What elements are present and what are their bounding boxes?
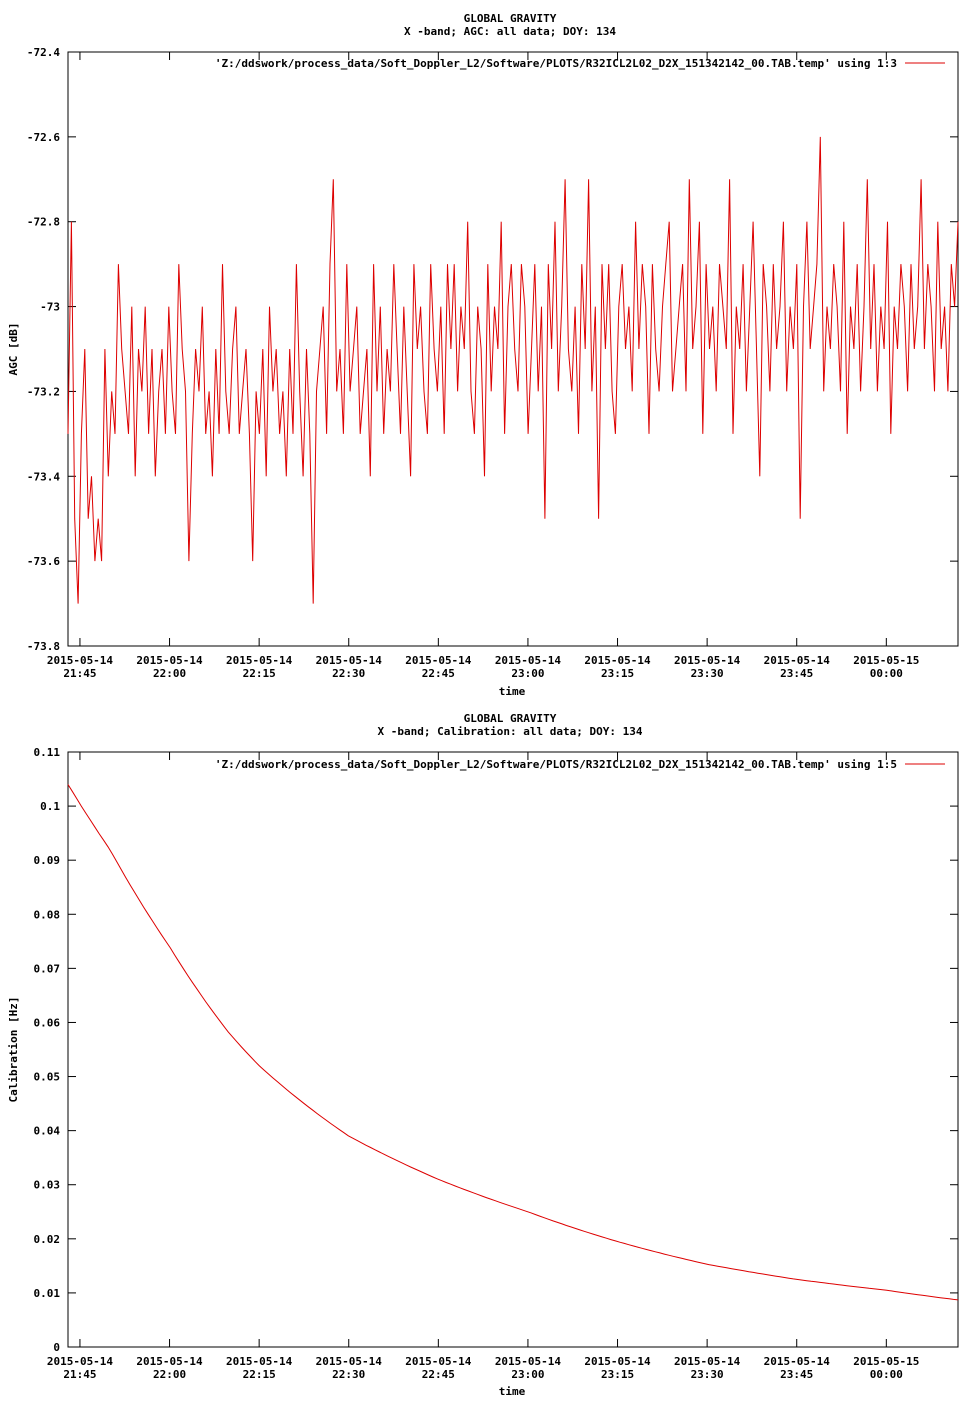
chart2-legend-label: 'Z:/ddswork/process_data/Soft_Doppler_L2… [215,758,897,771]
chart2-x-tick-date: 2015-05-14 [316,1355,383,1368]
chart2-x-tick-date: 2015-05-14 [226,1355,293,1368]
chart2-y-tick-label: 0.08 [34,908,61,921]
chart1-y-tick-label: -73.2 [27,385,60,398]
chart2-x-tick-time: 21:45 [63,1368,96,1381]
chart2-x-tick-date: 2015-05-14 [674,1355,741,1368]
chart2-x-tick-time: 23:30 [691,1368,724,1381]
chart2-y-tick-label: 0.09 [34,854,61,867]
chart1-x-tick-date: 2015-05-14 [495,654,562,667]
chart1-x-tick-date: 2015-05-14 [136,654,203,667]
chart2-y-tick-label: 0.01 [34,1287,61,1300]
chart2-x-tick-date: 2015-05-14 [47,1355,114,1368]
chart1-title: GLOBAL GRAVITY [464,12,557,25]
chart1-x-tick-date: 2015-05-14 [226,654,293,667]
chart2-x-tick-date: 2015-05-14 [136,1355,203,1368]
chart1-x-tick-date: 2015-05-14 [316,654,383,667]
chart2-x-tick-time: 22:15 [243,1368,276,1381]
chart1-y-tick-label: -73.4 [27,470,60,483]
chart1-subtitle: X -band; AGC: all data; DOY: 134 [404,25,616,38]
chart2-y-tick-label: 0.05 [34,1071,61,1084]
chart1-x-tick-date: 2015-05-14 [674,654,741,667]
chart2-x-tick-time: 22:45 [422,1368,455,1381]
chart2-x-tick-time: 23:45 [780,1368,813,1381]
chart2-y-axis-label: Calibration [Hz] [7,997,20,1103]
chart1-y-tick-label: -73.8 [27,640,60,653]
chart1-x-tick-date: 2015-05-14 [764,654,831,667]
chart1-x-tick-time: 22:15 [243,667,276,680]
chart1-y-tick-label: -72.4 [27,46,60,59]
chart2-x-tick-time: 23:00 [511,1368,544,1381]
chart1-x-tick-time: 22:30 [332,667,365,680]
chart2-y-tick-label: 0.07 [34,962,61,975]
chart2-x-tick-date: 2015-05-14 [405,1355,472,1368]
chart1-plot-frame [67,51,959,647]
chart1-x-tick-time: 00:00 [870,667,903,680]
chart1-x-tick-time: 23:00 [511,667,544,680]
chart1-x-tick-time: 23:30 [691,667,724,680]
chart1-x-tick-time: 23:45 [780,667,813,680]
chart1-x-axis-label: time [499,685,526,698]
chart1-y-tick-label: -72.6 [27,131,60,144]
chart2-x-tick-date: 2015-05-14 [584,1355,651,1368]
chart2-subtitle: X -band; Calibration: all data; DOY: 134 [378,725,643,738]
chart2-x-tick-date: 2015-05-14 [495,1355,562,1368]
chart1-x-tick-time: 22:00 [153,667,186,680]
chart2-x-axis-label: time [499,1385,526,1398]
chart2-x-tick-date: 2015-05-15 [853,1355,919,1368]
chart1-x-tick-date: 2015-05-14 [47,654,114,667]
chart1-x-tick-time: 22:45 [422,667,455,680]
chart1-y-tick-label: -72.8 [27,216,60,229]
chart1-x-tick-date: 2015-05-14 [584,654,651,667]
chart1-y-tick-label: -73.6 [27,555,60,568]
chart2-x-tick-time: 00:00 [870,1368,903,1381]
chart2-y-tick-label: 0.11 [34,746,61,759]
chart2-y-tick-label: 0.03 [34,1179,61,1192]
chart2-y-tick-label: 0 [53,1341,60,1354]
chart2-x-tick-time: 22:00 [153,1368,186,1381]
chart1-x-tick-date: 2015-05-15 [853,654,919,667]
chart2-y-tick-label: 0.02 [34,1233,61,1246]
chart2-title: GLOBAL GRAVITY [464,712,557,725]
chart2-plot-frame [67,751,959,1348]
chart2-x-tick-time: 23:15 [601,1368,634,1381]
chart1-y-tick-label: -73 [40,301,60,314]
chart2-y-tick-label: 0.06 [34,1016,61,1029]
chart2-x-tick-time: 22:30 [332,1368,365,1381]
chart2-x-tick-date: 2015-05-14 [764,1355,831,1368]
chart1-x-tick-time: 23:15 [601,667,634,680]
chart2-y-tick-label: 0.04 [34,1125,61,1138]
chart2-y-tick-label: 0.1 [40,800,60,813]
chart2-series-line [67,784,959,1301]
chart1-legend-label: 'Z:/ddswork/process_data/Soft_Doppler_L2… [215,57,897,70]
chart1-series-line [67,136,959,604]
chart1-x-tick-time: 21:45 [63,667,96,680]
chart1-x-tick-date: 2015-05-14 [405,654,472,667]
chart1-y-axis-label: AGC [dB] [7,323,20,376]
